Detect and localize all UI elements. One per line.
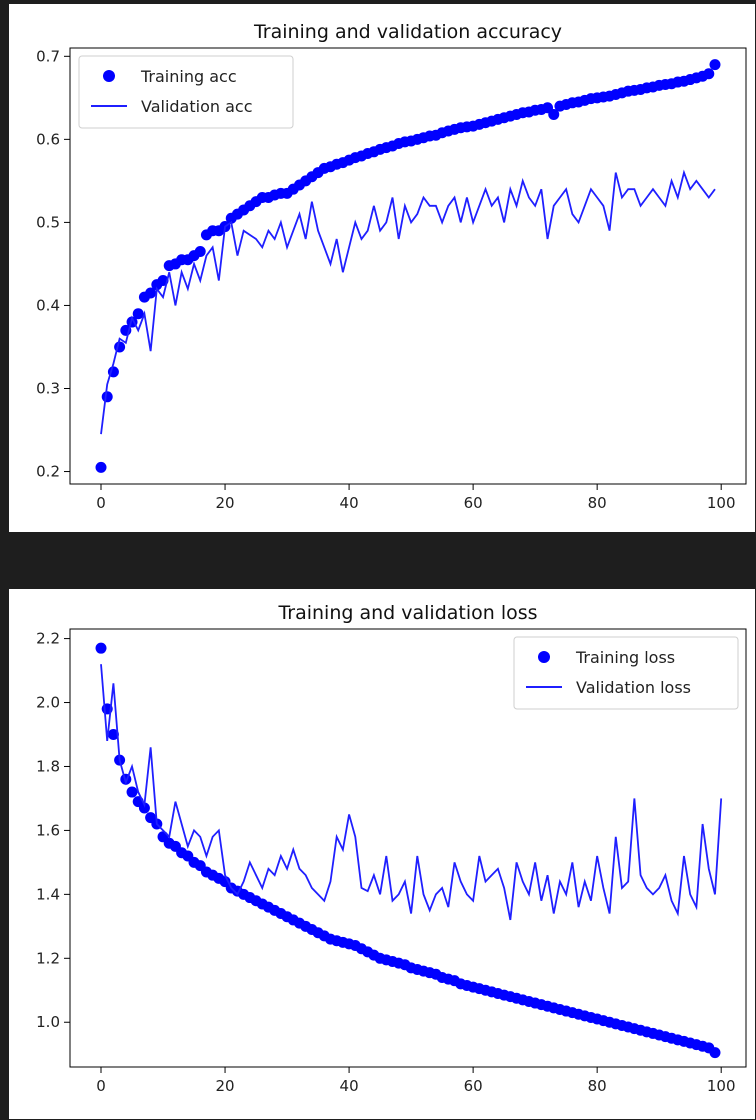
data-point [709,59,721,71]
x-tick-label: 0 [96,1077,106,1095]
legend: Training loss Validation loss [513,636,739,710]
data-point [95,642,107,654]
series-validation-loss [100,664,723,921]
validation-line [100,169,716,435]
plot-area [69,47,747,485]
x-tick-label: 60 [464,494,483,512]
data-point [548,108,560,120]
accuracy-chart: Training and validation accuracy 0 20 40 60 8… [36,21,747,512]
legend-label: Validation loss [576,678,691,697]
x-tick-label: 100 [707,1077,736,1095]
y-tick-label: 1.8 [36,757,60,775]
x-tick-label: 100 [707,494,736,512]
x-tick-label: 20 [215,494,234,512]
y-tick-label: 1.4 [36,885,60,903]
y-tick-label: 2.0 [36,694,60,712]
data-point [107,729,119,741]
data-point [132,308,144,320]
legend-label: Validation acc [141,97,253,116]
data-point [145,287,157,299]
series-training-acc [95,59,721,473]
legend: Training acc Validation acc [78,55,294,129]
data-point [138,802,150,814]
x-tick-label: 80 [588,1077,607,1095]
data-point [709,1047,721,1059]
legend-dot-marker [103,70,115,82]
legend-box [78,55,294,129]
legend-label: Training loss [575,648,675,667]
y-tick-label: 0.5 [36,213,60,231]
legend-dot-marker [538,651,550,663]
data-point [126,786,138,798]
y-tick-label: 1.0 [36,1013,60,1031]
data-point [703,68,715,80]
plot-area [69,628,747,1068]
y-tick-label: 0.2 [36,463,60,481]
y-tick-label: 0.7 [36,47,60,65]
x-tick-label: 40 [340,494,359,512]
series-validation-acc [100,169,716,435]
x-tick-label: 0 [96,494,106,512]
y-tick-label: 0.4 [36,296,60,314]
x-tick-label: 20 [215,1077,234,1095]
loss-chart: Training and validation loss 0 20 40 60 80 100… [36,602,747,1095]
data-point [101,391,113,403]
y-tick-label: 1.2 [36,949,60,967]
loss-chart-panel: Training and validation loss 0 20 40 60 80 100… [9,589,755,1119]
chart-title: Training and validation accuracy [253,21,562,43]
chart-title: Training and validation loss [277,602,537,624]
x-tick-label: 60 [464,1077,483,1095]
accuracy-chart-panel: Training and validation accuracy 0 20 40 60 8… [9,4,755,532]
x-tick-label: 80 [588,494,607,512]
y-tick-label: 1.6 [36,821,60,839]
y-tick-label: 0.3 [36,379,60,397]
legend-box [513,636,739,710]
data-point [95,461,107,473]
validation-line [100,664,723,921]
legend-label: Training acc [140,67,237,86]
series-training-loss [95,642,721,1059]
y-tick-label: 0.6 [36,130,60,148]
x-tick-label: 40 [340,1077,359,1095]
y-tick-label: 2.2 [36,630,60,648]
data-point [194,245,206,257]
